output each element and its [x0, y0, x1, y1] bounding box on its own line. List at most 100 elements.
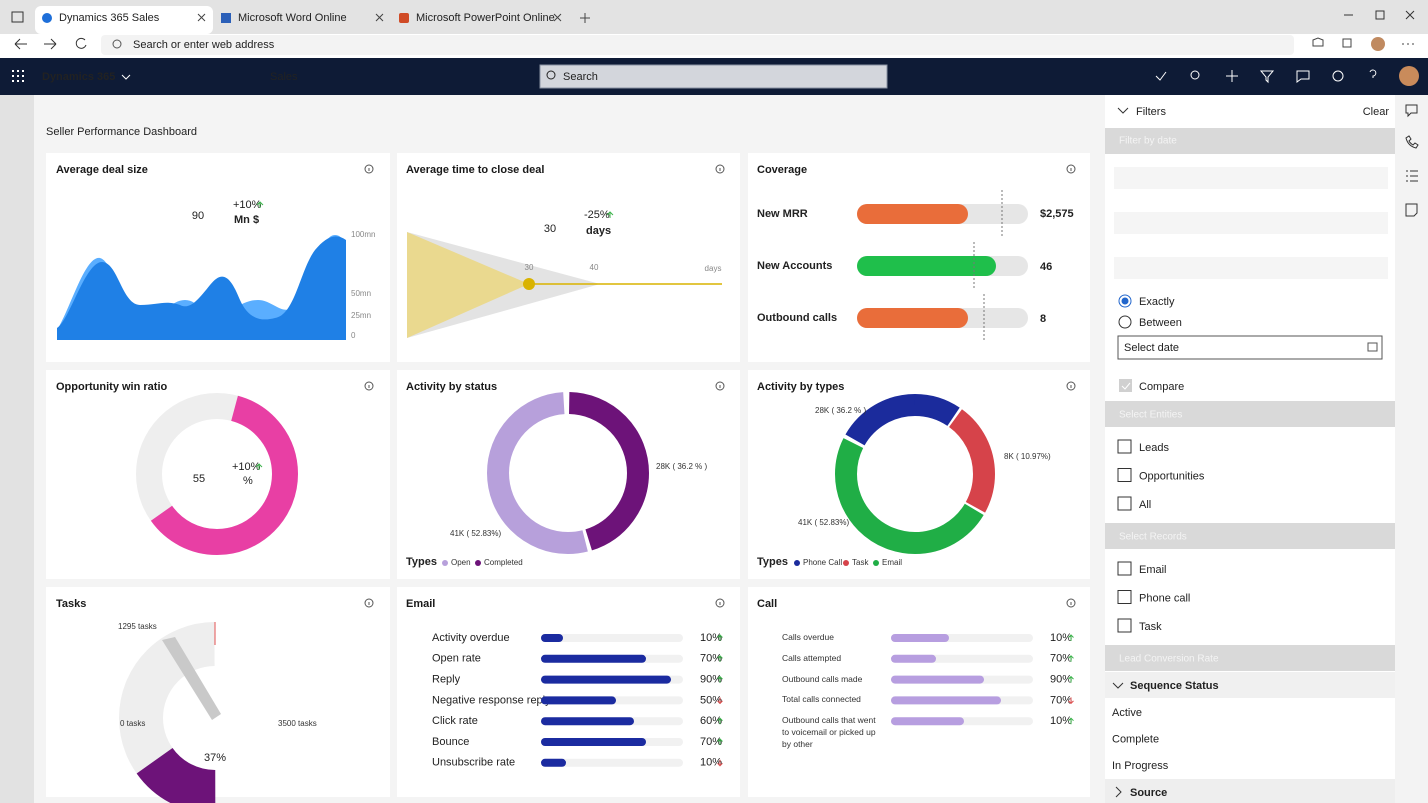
- up-arrow: [717, 634, 723, 641]
- filter-option[interactable]: Active: [1112, 707, 1142, 719]
- bar-fill: [891, 675, 984, 684]
- radio-label[interactable]: Between: [1139, 317, 1182, 329]
- radio[interactable]: [1118, 315, 1132, 329]
- waffle: [12, 70, 24, 82]
- new-tab: [580, 13, 590, 23]
- row-value: 70%: [700, 653, 722, 665]
- row-label: Total calls connected: [782, 694, 861, 705]
- bar-fill: [891, 696, 1001, 705]
- checkbox-label[interactable]: Phone call: [1139, 592, 1190, 604]
- clear-button[interactable]: Clear: [1363, 106, 1390, 118]
- checkbox[interactable]: [1117, 496, 1132, 511]
- window-icon: [11, 11, 24, 23]
- info-icon[interactable]: [1066, 381, 1076, 391]
- metric-rows: Activity overdue 10% Open rate 70% Reply 90% N…: [432, 632, 1074, 769]
- date-field[interactable]: [1114, 212, 1388, 234]
- row-label: Bounce: [432, 736, 469, 748]
- up-arrow: [606, 211, 614, 218]
- section-header: [1105, 645, 1395, 671]
- checkbox-label[interactable]: Leads: [1139, 442, 1169, 454]
- app-name[interactable]: Dynamics 365: [42, 71, 115, 83]
- info-icon[interactable]: [715, 164, 725, 174]
- active-tab[interactable]: [35, 6, 213, 34]
- checkbox[interactable]: [1117, 439, 1132, 454]
- section-header: [1105, 401, 1395, 427]
- legend-dot: [475, 560, 481, 566]
- date-input[interactable]: [1117, 335, 1383, 360]
- bar-fill: [891, 717, 964, 726]
- up-arrow: [717, 738, 723, 745]
- section-row[interactable]: [1105, 672, 1395, 698]
- bar-fill: [541, 654, 646, 663]
- axis-label: days: [705, 264, 722, 273]
- bar-fill: [541, 696, 616, 705]
- checkbox[interactable]: [1117, 561, 1132, 576]
- bar-track: [541, 758, 683, 767]
- row-value: 8: [1040, 313, 1046, 325]
- row-value: 10%: [700, 632, 722, 644]
- tab-close: [197, 13, 206, 22]
- gauge-needle: [162, 637, 221, 720]
- tab-title[interactable]: Microsoft Word Online: [238, 12, 347, 24]
- donut-label: 41K ( 52.83%): [450, 529, 501, 538]
- gauge-label: 0 tasks: [120, 719, 145, 728]
- address-bar[interactable]: [101, 35, 1294, 55]
- info-icon[interactable]: [1066, 164, 1076, 174]
- search-box[interactable]: [539, 64, 888, 89]
- card-title: Average time to close deal: [406, 164, 544, 176]
- info-icon[interactable]: [1066, 598, 1076, 608]
- checkbox-label[interactable]: All: [1139, 499, 1151, 511]
- card-title: Call: [757, 598, 777, 610]
- date-field[interactable]: [1114, 167, 1388, 189]
- checkbox[interactable]: [1117, 618, 1132, 633]
- filter-option[interactable]: Complete: [1112, 733, 1159, 745]
- search-icon: [112, 39, 122, 49]
- checkbox[interactable]: [1117, 590, 1132, 604]
- coverage: New MRR $2,575 New Accounts 46 Outbound call…: [757, 190, 1074, 342]
- bar-fill: [891, 654, 936, 663]
- section-title: Select Records: [1119, 532, 1187, 543]
- checkbox-label[interactable]: Task: [1139, 621, 1162, 633]
- up-arrow: [1068, 634, 1074, 641]
- card-title: Activity by types: [757, 381, 844, 393]
- card-title: Activity by status: [406, 381, 497, 393]
- tab-title[interactable]: Microsoft PowerPoint Online: [416, 12, 555, 24]
- info-icon[interactable]: [364, 598, 374, 608]
- info-icon[interactable]: [715, 381, 725, 391]
- info-icon[interactable]: [715, 598, 725, 608]
- dashboard-title: Seller Performance Dashboard: [46, 126, 197, 138]
- timeline-dot: [523, 278, 535, 290]
- donut-segment: [835, 394, 995, 554]
- bar-fill: [541, 738, 646, 746]
- checkbox-label[interactable]: Email: [1139, 564, 1167, 576]
- row-label: Outbound calls: [757, 312, 837, 324]
- up-arrow: [717, 717, 723, 725]
- checkbox[interactable]: [1117, 468, 1132, 482]
- row-value: 10%: [700, 757, 722, 769]
- bar-track: [541, 634, 683, 642]
- up-arrow: [717, 675, 723, 683]
- donut-segment: [835, 394, 995, 554]
- radio-dot: [1121, 297, 1129, 305]
- filter-option[interactable]: In Progress: [1112, 760, 1169, 772]
- radio-label[interactable]: Exactly: [1139, 296, 1175, 308]
- checkbox-label[interactable]: Opportunities: [1139, 470, 1205, 482]
- kpi-value: 30: [544, 223, 556, 235]
- calendar-icon: [1367, 342, 1378, 352]
- filter-items: Leads Opportunities All Email Phone call Task…: [1112, 439, 1205, 772]
- tab-icon: [42, 13, 52, 23]
- tab-close: [553, 13, 562, 22]
- date-placeholder: Select date: [1124, 342, 1179, 354]
- section-row[interactable]: [1105, 779, 1395, 803]
- info-icon[interactable]: [364, 164, 374, 174]
- row-label: Outbound calls made: [782, 673, 863, 684]
- info-icon[interactable]: [364, 381, 374, 391]
- legend-label: Task: [852, 558, 869, 567]
- axis-label: 25mn: [351, 311, 371, 320]
- row-label: Open rate: [432, 653, 481, 665]
- tab-title[interactable]: Dynamics 365 Sales: [59, 12, 160, 24]
- address-placeholder: Search or enter web address: [133, 39, 275, 51]
- date-field[interactable]: [1114, 257, 1388, 279]
- tab-close: [375, 13, 384, 22]
